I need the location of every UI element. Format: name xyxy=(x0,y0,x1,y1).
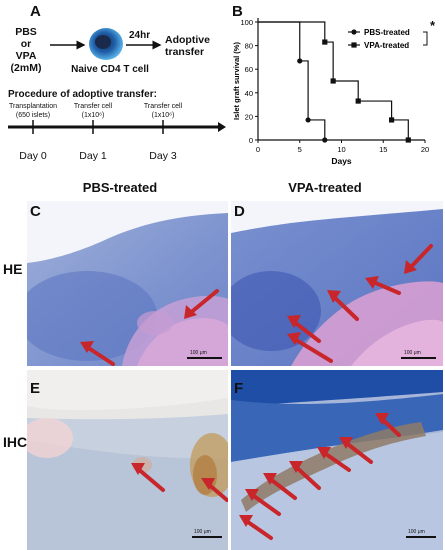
data-point xyxy=(297,58,303,64)
ihc-vpa-micrograph xyxy=(231,370,443,550)
transfer-line-1: Adoptive xyxy=(165,34,210,46)
series-line-VPA-treated xyxy=(258,21,409,140)
scale-label: 100 μm xyxy=(408,529,425,535)
treatment-line-4: (2mM) xyxy=(10,62,42,74)
scale-bar xyxy=(406,536,436,538)
he-pbs-micrograph xyxy=(27,201,228,366)
transfer-label: Adoptive transfer xyxy=(165,34,210,58)
timeline xyxy=(8,120,226,134)
event-line-2: (650 islets) xyxy=(15,112,51,119)
data-point xyxy=(330,78,336,84)
y-tick-label: 100 xyxy=(240,18,253,27)
x-axis-label: Days xyxy=(331,156,352,166)
event-line-2: (1x10⁶) xyxy=(81,112,105,119)
panel-d-letter: D xyxy=(234,203,245,220)
scale-bar xyxy=(401,357,436,359)
data-point xyxy=(405,137,411,143)
panel-d-image: D 100 μm xyxy=(231,201,443,366)
panel-e-image: E 100 μm xyxy=(27,370,228,550)
ihc-pbs-micrograph xyxy=(27,370,228,550)
t-cell-nucleus xyxy=(95,35,111,49)
col-label-vpa: VPA-treated xyxy=(288,180,362,195)
y-axis-label: Islet graft survival (%) xyxy=(232,42,241,120)
scale-bar xyxy=(192,536,222,538)
panel-f-image: F 100 μm xyxy=(231,370,443,550)
y-tick-label: 20 xyxy=(245,112,253,121)
cell-label: Naive CD4 T cell xyxy=(71,64,149,75)
survival-chart: 0 20 40 60 80 100 0 5 10 15 20 Days Islet graft surv… xyxy=(232,18,429,166)
panel-c-letter: C xyxy=(30,203,41,220)
time-label: 24hr xyxy=(129,30,151,41)
x-tick-label: 15 xyxy=(379,145,387,154)
scale-label: 100 μm xyxy=(404,350,421,356)
data-point xyxy=(305,117,311,123)
event-line-1: Transplantation xyxy=(9,103,57,110)
event-day3: Transfer cell (1x10⁶) xyxy=(134,102,192,120)
data-point xyxy=(355,98,361,104)
x-tick-label: 5 xyxy=(298,145,302,154)
x-tick-label: 0 xyxy=(256,145,260,154)
scale-label: 100 μm xyxy=(194,529,211,535)
event-line-1: Transfer cell xyxy=(143,103,183,110)
col-label-pbs: PBS-treated xyxy=(82,180,158,195)
data-point xyxy=(322,39,328,45)
event-day0: Transplantation (650 islets) xyxy=(2,102,64,120)
treatment-line-3: VPA xyxy=(15,50,37,62)
y-tick-label: 40 xyxy=(245,89,253,98)
he-vpa-micrograph xyxy=(231,201,443,366)
legend-marker xyxy=(351,29,357,35)
y-tick-label: 0 xyxy=(249,136,253,145)
treatment-line-2: or xyxy=(20,38,32,50)
panel-f-letter: F xyxy=(234,380,244,397)
panel-e-letter: E xyxy=(30,380,41,397)
significance-bracket xyxy=(423,31,428,46)
event-line-1: Transfer cell xyxy=(73,103,113,110)
event-line-2: (1x10⁶) xyxy=(151,112,175,119)
legend-marker xyxy=(351,42,357,48)
y-tick-label: 80 xyxy=(245,42,253,51)
legend-label: VPA-treated xyxy=(364,41,409,50)
legend-label: PBS-treated xyxy=(364,28,410,37)
data-point xyxy=(389,117,395,123)
scale-label: 100 μm xyxy=(190,350,207,356)
procedure-title: Procedure of adoptive transfer: xyxy=(8,89,157,100)
event-day1: Transfer cell (1x10⁶) xyxy=(64,102,122,120)
y-tick-label: 60 xyxy=(245,65,253,74)
series-line-PBS-treated xyxy=(258,21,326,140)
row-label-ihc: IHC xyxy=(3,434,28,450)
panel-b-letter: B xyxy=(232,3,243,20)
day0-label: Day 0 xyxy=(19,150,47,162)
scale-bar xyxy=(187,357,222,359)
significance-star: * xyxy=(430,18,436,33)
day3-label: Day 3 xyxy=(149,150,177,162)
x-tick-label: 10 xyxy=(337,145,345,154)
transfer-line-2: transfer xyxy=(165,46,205,58)
treatment-line-1: PBS xyxy=(15,26,37,38)
data-point xyxy=(322,137,328,143)
x-tick-label: 20 xyxy=(421,145,429,154)
row-label-he: HE xyxy=(3,261,23,277)
panel-a-letter: A xyxy=(30,3,41,20)
treatment-label: PBS or VPA (2mM) xyxy=(6,26,46,74)
day1-label: Day 1 xyxy=(79,150,107,162)
timeline-arrowhead xyxy=(218,122,226,132)
panel-c-image: C 100 μm xyxy=(27,201,228,366)
panel-a-schematic xyxy=(50,28,162,60)
